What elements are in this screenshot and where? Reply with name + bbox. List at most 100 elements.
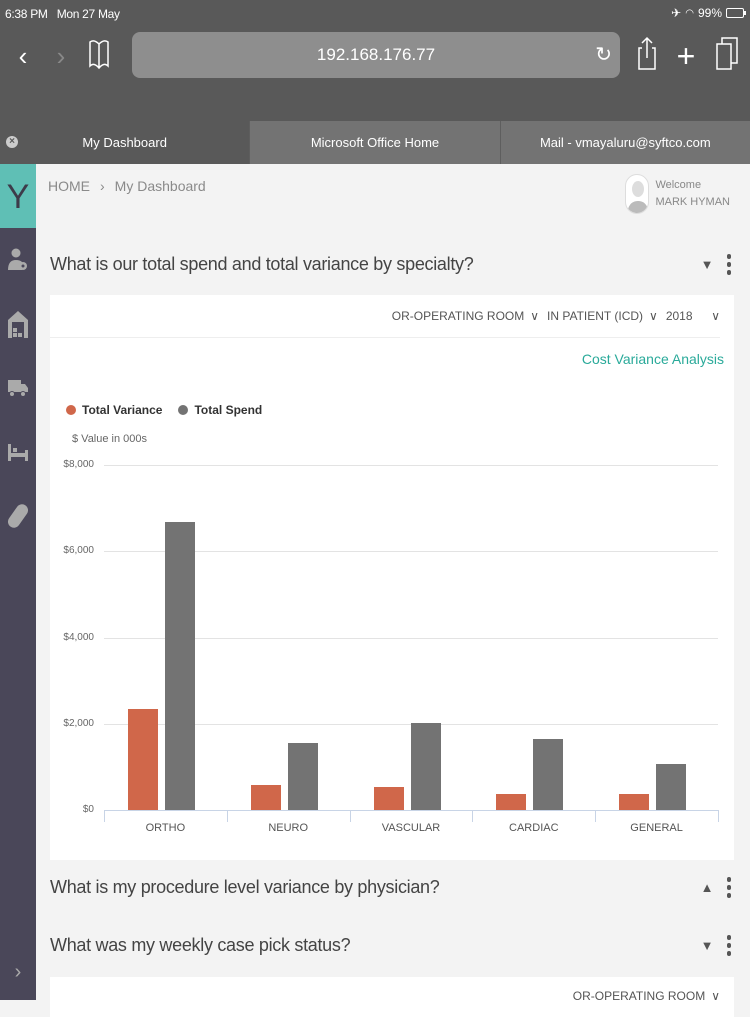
close-tab-icon[interactable]: × [6,136,18,148]
section-question: What is our total spend and total varian… [50,253,474,274]
wifi-icon: ◠ [685,7,694,19]
collapse-icon[interactable]: ▼ [700,937,714,953]
y-tick-label: $0 [82,804,94,815]
tabs-button[interactable] [712,36,742,79]
x-axis-tick [472,810,474,822]
case-pick-filters: OR-OPERATING ROOM ∨ [573,989,720,1003]
expand-sidebar-icon[interactable]: › [14,961,22,983]
bar-total-spend-neuro[interactable] [287,743,318,810]
airplane-icon: ✈ [671,6,682,20]
section-header-case-pick[interactable]: What was my weekly case pick status? ▼ [50,930,736,960]
share-button[interactable] [632,36,662,79]
address-bar[interactable]: 192.168.176.77 ↻ [132,32,620,78]
bar-total-spend-cardiac[interactable] [533,738,564,810]
reload-icon[interactable]: ↻ [595,44,612,66]
x-axis-tick [349,810,351,822]
status-right: ✈ ◠ 99% [671,6,746,20]
bookmarks-button[interactable] [84,40,114,79]
url-text: 192.168.176.77 [316,45,436,64]
tab-my-dashboard[interactable]: × My Dashboard [0,121,250,164]
chart-filters: OR-OPERATING ROOM ∨ IN PATIENT (ICD) ∨ 201… [392,309,720,323]
sidebar-item-users[interactable] [0,228,36,292]
user-welcome[interactable]: Welcome MARK HYMAN [625,174,730,214]
share-icon [638,36,656,70]
legend-total-variance[interactable]: Total Variance [66,403,162,417]
bed-icon [8,444,28,461]
gridline [104,637,718,639]
app-logo[interactable]: Y [0,164,36,228]
divider [50,337,720,338]
case-pick-card: OR-OPERATING ROOM ∨ [50,977,734,1017]
filter-patient-type[interactable]: IN PATIENT (ICD) ∨ [547,309,658,323]
legend-total-spend[interactable]: Total Spend [178,403,262,417]
cost-variance-analysis-link[interactable]: Cost Variance Analysis [581,351,724,367]
y-tick-label: $2,000 [63,717,94,729]
x-category-label: ORTHO [145,822,186,834]
bar-total-spend-ortho[interactable] [164,521,195,810]
gridline [104,465,718,466]
y-tick-label: $8,000 [63,459,94,470]
bar-total-variance-ortho[interactable] [127,709,158,810]
warehouse-icon [8,311,28,338]
filter-location[interactable]: OR-OPERATING ROOM ∨ [391,309,540,323]
back-button[interactable]: ‹ [18,41,28,71]
bar-total-spend-vascular[interactable] [410,722,441,810]
section-question: What is my procedure level variance by p… [50,876,440,897]
bar-total-variance-neuro[interactable] [250,784,281,810]
new-tab-button[interactable]: + [676,38,696,74]
sidebar-item-beds[interactable] [0,420,36,484]
main-content: HOME › My Dashboard Welcome MARK HYMAN W… [36,164,750,1017]
sidebar: Y › [0,164,36,1000]
welcome-label: Welcome [655,179,702,191]
battery-icon [726,8,746,18]
tab-microsoft-office-home[interactable]: Microsoft Office Home [249,121,500,164]
breadcrumb: HOME › My Dashboard [48,178,206,194]
gridline [104,551,718,553]
section-header-physician-variance[interactable]: What is my procedure level variance by p… [50,872,736,902]
bar-total-variance-general[interactable] [619,794,650,810]
bar-total-spend-general[interactable] [656,763,687,810]
chevron-down-icon: ∨ [649,309,658,323]
user-settings-icon [8,248,27,270]
expand-icon[interactable]: ▲ [700,879,714,895]
more-options-icon[interactable] [722,253,736,275]
tabs-icon [716,37,738,70]
chevron-down-icon: ∨ [711,309,720,323]
x-category-label: GENERAL [630,822,683,834]
y-tick-label: $6,000 [63,545,94,557]
more-options-icon[interactable] [722,934,736,956]
sidebar-item-warehouse[interactable] [0,292,36,356]
forward-button[interactable]: › [56,41,66,71]
more-options-icon[interactable] [722,876,736,898]
browser-chrome: 6:38 PM Mon 27 May ✈ ◠ 99% ‹ › 192.168.1… [0,0,750,164]
pill-icon [8,504,28,528]
x-axis-tick [226,810,228,822]
chart-legend: Total Variance Total Spend [66,403,262,417]
book-icon [89,40,109,70]
filter-location[interactable]: OR-OPERATING ROOM ∨ [572,989,720,1003]
x-axis-line [104,810,718,811]
breadcrumb-home[interactable]: HOME [48,178,90,194]
status-time: 6:38 PM Mon 27 May [5,7,120,21]
section-header-spend-variance[interactable]: What is our total spend and total varian… [50,249,736,279]
filter-year[interactable]: 2018 ∨ [665,309,720,323]
sidebar-item-delivery[interactable] [0,356,36,420]
bar-total-variance-vascular[interactable] [373,787,404,810]
truck-icon [8,380,28,397]
status-bar: 6:38 PM Mon 27 May ✈ ◠ 99% [0,0,750,28]
y-axis-unit-label: $ Value in 000s [72,433,148,445]
breadcrumb-current: My Dashboard [114,178,206,194]
avatar [625,174,650,214]
tab-mail[interactable]: Mail - vmayaluru@syftco.com [499,121,750,164]
section-question: What was my weekly case pick status? [50,934,351,955]
battery-percent: 99% [697,6,722,20]
sidebar-item-pharmacy[interactable] [0,484,36,548]
x-axis-tick [595,810,597,822]
x-axis-tick [104,810,105,822]
x-category-label: NEURO [268,822,309,834]
collapse-icon[interactable]: ▼ [700,256,714,272]
chevron-down-icon: ∨ [711,989,720,1003]
bar-total-variance-cardiac[interactable] [496,794,527,810]
chart-card: OR-OPERATING ROOM ∨ IN PATIENT (ICD) ∨ 201… [50,295,734,860]
x-category-label: CARDIAC [509,822,559,834]
